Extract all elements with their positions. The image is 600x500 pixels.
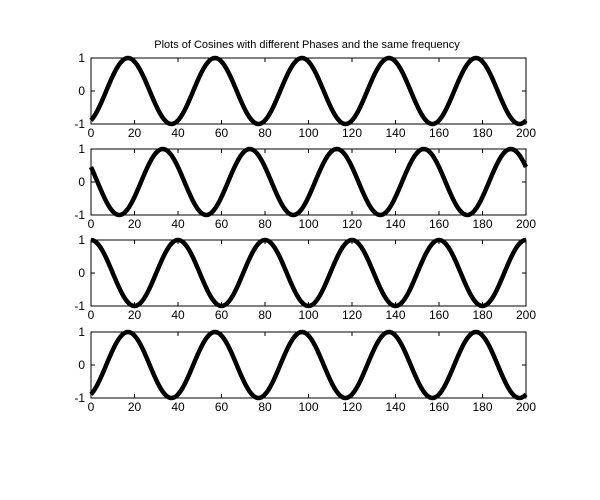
x-tick-label: 180 (472, 217, 492, 231)
y-tick-label: -1 (74, 117, 85, 131)
x-tick-label: 140 (385, 126, 405, 140)
subplot-3: 0 20 40 60 80 100 120 140 160 180 200-101 (74, 233, 536, 322)
x-tick-label: 40 (171, 400, 185, 414)
x-tick-label: 140 (385, 217, 405, 231)
x-tick-label: 60 (215, 308, 229, 322)
x-tick-label: 200 (516, 217, 536, 231)
y-tick-label: 0 (78, 175, 85, 189)
x-tick-label: 180 (472, 126, 492, 140)
subplot-1: 0 20 40 60 80 100 120 140 160 180 200-101 (74, 51, 536, 140)
x-tick-label: 0 (88, 126, 95, 140)
x-tick-label: 180 (472, 400, 492, 414)
x-tick-label: 120 (342, 126, 362, 140)
x-tick-label: 20 (128, 400, 142, 414)
x-tick-label: 120 (342, 308, 362, 322)
y-tick-label: 0 (78, 84, 85, 98)
y-tick-label: 0 (78, 266, 85, 280)
x-tick-label: 60 (215, 126, 229, 140)
x-tick-label: 20 (128, 126, 142, 140)
x-tick-label: 0 (88, 308, 95, 322)
y-tick-label: 1 (78, 142, 85, 156)
subplot-2: 0 20 40 60 80 100 120 140 160 180 200-101 (74, 142, 536, 231)
x-tick-label: 100 (298, 217, 318, 231)
x-tick-label: 140 (385, 308, 405, 322)
x-tick-label: 200 (516, 126, 536, 140)
x-tick-label: 0 (88, 400, 95, 414)
x-tick-label: 80 (258, 126, 272, 140)
series-line-2-1 (88, 146, 529, 218)
x-tick-label: 80 (258, 308, 272, 322)
x-tick-label: 40 (171, 308, 185, 322)
x-tick-label: 160 (429, 126, 449, 140)
x-tick-label: 160 (429, 400, 449, 414)
y-tick-label: -1 (74, 299, 85, 313)
x-tick-label: 60 (215, 217, 229, 231)
x-tick-label: 100 (298, 400, 318, 414)
x-tick-label: 200 (516, 308, 536, 322)
x-tick-label: 40 (171, 217, 185, 231)
y-tick-label: -1 (74, 391, 85, 405)
x-tick-label: 160 (429, 217, 449, 231)
x-tick-label: 80 (258, 217, 272, 231)
x-tick-label: 100 (298, 308, 318, 322)
x-tick-label: 100 (298, 126, 318, 140)
x-tick-label: 0 (88, 217, 95, 231)
x-tick-label: 200 (516, 400, 536, 414)
y-tick-label: 0 (78, 358, 85, 372)
x-tick-label: 160 (429, 308, 449, 322)
x-tick-label: 120 (342, 400, 362, 414)
subplot-4: 0 20 40 60 80 100 120 140 160 180 200-101 (74, 325, 536, 414)
x-tick-label: 140 (385, 400, 405, 414)
y-tick-label: -1 (74, 208, 85, 222)
y-tick-label: 1 (78, 233, 85, 247)
x-tick-label: 20 (128, 217, 142, 231)
x-tick-label: 120 (342, 217, 362, 231)
y-tick-label: 1 (78, 51, 85, 65)
figure-title: Plots of Cosines with different Phases a… (154, 39, 460, 51)
x-tick-label: 60 (215, 400, 229, 414)
x-tick-label: 40 (171, 126, 185, 140)
x-tick-label: 180 (472, 308, 492, 322)
x-tick-label: 80 (258, 400, 272, 414)
y-tick-label: 1 (78, 325, 85, 339)
x-tick-label: 20 (128, 308, 142, 322)
